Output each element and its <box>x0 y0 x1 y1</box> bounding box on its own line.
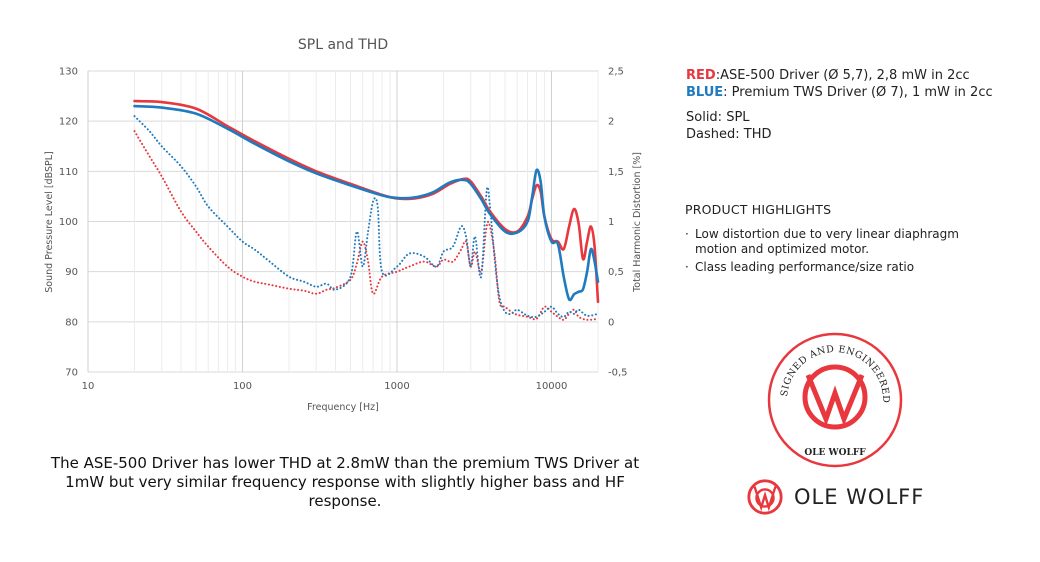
wolff-mark-icon <box>747 479 783 515</box>
brand-logo: OLE WOLFF <box>746 478 924 516</box>
y2-tick-label: 2,5 <box>608 67 624 78</box>
red-thd-line <box>133 130 599 321</box>
legend-blue-row: BLUE: Premium TWS Driver (Ø 7), 1 mW in … <box>686 84 993 101</box>
y-axis-label: Sound Pressure Level [dBSPL] <box>44 151 55 292</box>
highlight-item: Class leading performance/size ratio <box>685 260 985 275</box>
blue-spl-line <box>133 104 600 302</box>
x-axis-label: Frequency [Hz] <box>307 402 379 413</box>
brand-name: OLE WOLFF <box>794 485 925 509</box>
chart-title: SPL and THD <box>298 37 388 53</box>
svg-text:OLE WOLFF: OLE WOLFF <box>804 448 866 458</box>
y-tick-label: 130 <box>59 67 78 78</box>
x-tick-label: 1000 <box>384 381 409 392</box>
chart-ticks: 70 80 90 100 110 120 130 -0,5 0 0,5 1 1,5 2 2,5 10 100 1… <box>59 67 628 393</box>
y2-axis-label: Total Harmonic Distortion [%] <box>632 152 643 293</box>
y2-tick-label: -0,5 <box>608 368 628 379</box>
blue-thd-line <box>133 115 599 319</box>
y2-tick-label: 2 <box>608 117 614 128</box>
y2-tick-label: 1,5 <box>608 167 624 178</box>
y-tick-label: 70 <box>65 368 78 379</box>
highlight-item: Low distortion due to very linear diaphr… <box>685 227 985 257</box>
legend-dashed: Dashed: THD <box>686 127 772 142</box>
product-highlights: PRODUCT HIGHLIGHTS Low distortion due to… <box>685 202 985 278</box>
x-tick-label: 10000 <box>536 381 568 392</box>
chart-grid <box>87 70 599 373</box>
y-tick-label: 90 <box>65 267 78 278</box>
spl-thd-chart: SPL and THD 708090100110120130-0,500,511… <box>44 37 643 413</box>
chart-legend: RED:ASE-500 Driver (Ø 5,7), 2,8 mW in 2c… <box>686 67 993 143</box>
legend-red-text: :ASE-500 Driver (Ø 5,7), 2,8 mW in 2cc <box>715 68 970 83</box>
y-tick-label: 80 <box>65 317 78 328</box>
highlights-title: PRODUCT HIGHLIGHTS <box>685 202 832 217</box>
legend-red-key: RED <box>686 68 716 83</box>
x-tick-label: 100 <box>233 381 252 392</box>
y2-tick-label: 0 <box>608 317 614 328</box>
y-tick-label: 120 <box>59 117 78 128</box>
legend-blue-key: BLUE <box>686 85 724 100</box>
chart-caption: The ASE-500 Driver has lower THD at 2.8m… <box>50 454 640 510</box>
y2-tick-label: 0,5 <box>608 267 624 278</box>
legend-red-row: RED:ASE-500 Driver (Ø 5,7), 2,8 mW in 2c… <box>686 67 993 84</box>
legend-blue-text: : Premium TWS Driver (Ø 7), 1 mW in 2cc <box>723 85 993 100</box>
x-tick-label: 10 <box>82 381 95 392</box>
legend-solid: Solid: SPL <box>686 110 750 125</box>
acoustics-seal-logo: ACOUSTICS DESIGNED AND ENGINEERED IN DEN… <box>760 325 903 468</box>
y-tick-label: 110 <box>59 167 78 178</box>
y2-tick-label: 1 <box>608 217 614 228</box>
chart-series <box>133 99 600 321</box>
y-tick-label: 100 <box>59 217 78 228</box>
red-spl-line <box>133 99 600 304</box>
